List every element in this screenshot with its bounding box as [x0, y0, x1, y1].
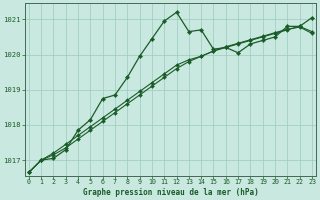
- X-axis label: Graphe pression niveau de la mer (hPa): Graphe pression niveau de la mer (hPa): [83, 188, 258, 197]
